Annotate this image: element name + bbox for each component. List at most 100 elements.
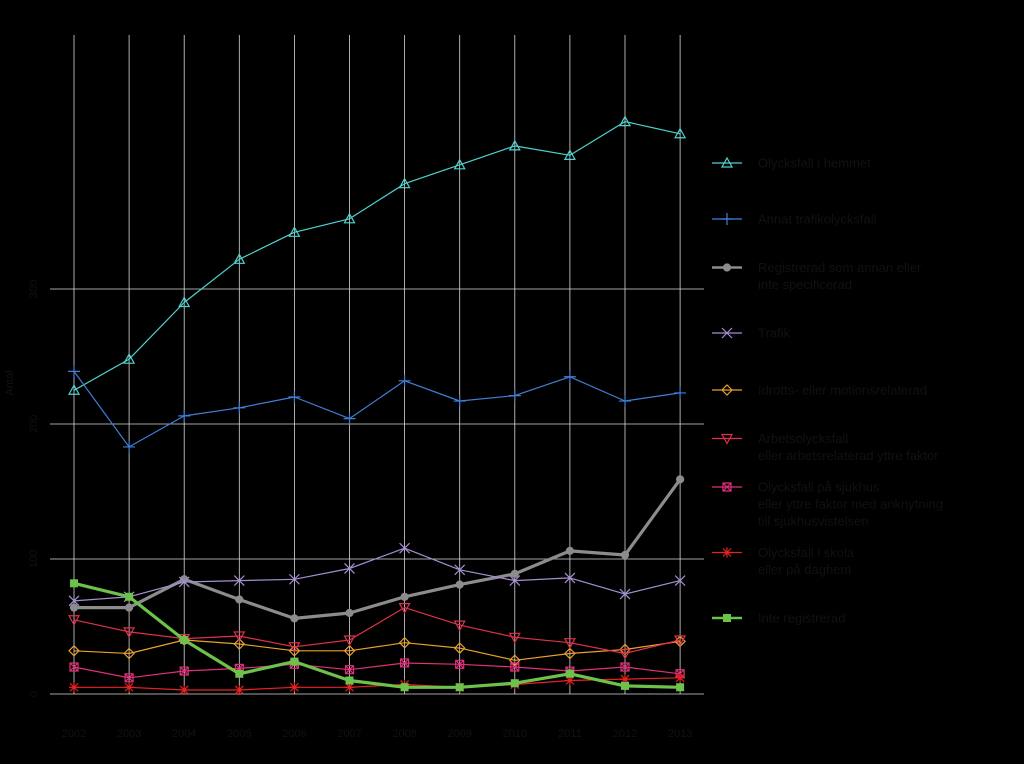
- data-point: [620, 662, 630, 672]
- data-point: [564, 572, 576, 584]
- data-point: [620, 674, 630, 685]
- data-point: [290, 614, 299, 623]
- data-point: [398, 602, 411, 614]
- series-trafik: [68, 542, 686, 607]
- data-point: [455, 580, 464, 589]
- legend-label: till sjukhusvistelsen: [758, 514, 869, 529]
- data-point: [123, 440, 136, 453]
- data-point: [674, 386, 687, 399]
- data-point: [676, 475, 685, 484]
- data-point: [398, 177, 411, 189]
- data-point: [453, 395, 466, 408]
- data-point: [455, 683, 464, 692]
- data-point: [674, 127, 687, 139]
- legend-label: Olycksfall i skola: [758, 545, 855, 560]
- data-point: [510, 662, 520, 672]
- data-point: [67, 384, 81, 395]
- data-point: [400, 658, 410, 668]
- data-point: [179, 684, 190, 695]
- data-point: [453, 158, 466, 170]
- data-point: [619, 588, 631, 600]
- data-point: [68, 365, 80, 378]
- data-point: [343, 412, 356, 425]
- legend-swatch-marker: [722, 263, 732, 272]
- legend-entry: Idrotts- eller motionsrelaterad: [712, 383, 927, 398]
- x-tick-label: 2008: [392, 728, 416, 740]
- data-point: [619, 395, 631, 408]
- data-point: [180, 575, 189, 584]
- x-tick-label: 2004: [172, 728, 196, 740]
- legend-entry: Olycksfall i hemmet: [712, 156, 871, 171]
- x-tick-label: 2005: [227, 728, 251, 740]
- legend-entry: Trafik: [712, 326, 791, 341]
- data-point: [399, 542, 411, 554]
- legend-label: Trafik: [758, 326, 791, 341]
- data-point: [510, 569, 519, 578]
- x-tick-label: 2009: [447, 728, 471, 740]
- data-point: [563, 370, 576, 383]
- series-line: [73, 547, 681, 602]
- series-annat-trafikolycksfall: [68, 365, 687, 453]
- legend-label: Annat trafikolycksfall: [758, 212, 877, 227]
- data-point: [400, 592, 409, 601]
- series-line: [73, 606, 681, 655]
- data-point: [289, 682, 300, 693]
- data-point: [233, 575, 245, 587]
- legend-swatch-marker: [722, 547, 732, 558]
- data-point: [675, 672, 686, 683]
- series-line: [73, 120, 681, 391]
- legend-label: Idrotts- eller motionsrelaterad: [758, 383, 927, 398]
- legend-label: eller yttre faktor med anknytning: [758, 497, 943, 512]
- data-point: [70, 579, 78, 588]
- data-point: [563, 638, 576, 649]
- data-point: [618, 115, 632, 127]
- data-point: [453, 620, 466, 632]
- data-point: [178, 576, 190, 588]
- data-point: [343, 635, 356, 647]
- x-tick-label: 2006: [282, 728, 306, 740]
- x-tick-label: 2013: [668, 728, 692, 740]
- data-point: [454, 564, 466, 576]
- data-point: [344, 665, 355, 675]
- data-point: [123, 627, 136, 639]
- y-tick-label: 300: [28, 280, 40, 298]
- data-point: [178, 296, 191, 308]
- data-point: [233, 638, 246, 650]
- series-line: [73, 581, 681, 689]
- data-point: [564, 647, 576, 660]
- data-point: [180, 636, 189, 644]
- legend-label: Olycksfall på sjukhus: [758, 480, 880, 495]
- data-point: [400, 683, 409, 692]
- data-point: [508, 654, 521, 667]
- data-point: [345, 608, 354, 618]
- data-point: [565, 669, 574, 678]
- data-point: [288, 226, 301, 237]
- data-point: [398, 374, 411, 387]
- axes: 2002 2003 2004 2005 2006 2007 2008 2009 2010 2011…: [4, 280, 692, 740]
- x-tick-label: 2002: [62, 728, 86, 740]
- series-arbetsolycksfall-eller-arbetsrelaterad-yttre-faktor: [67, 602, 687, 660]
- data-point: [67, 615, 81, 626]
- data-point: [344, 682, 355, 693]
- x-tick-label: 2012: [613, 728, 637, 740]
- legend-swatch-marker: [723, 614, 731, 622]
- series-line: [74, 677, 681, 691]
- data-point: [288, 644, 301, 657]
- data-point: [563, 149, 576, 160]
- legend-label: Inte registrerad: [758, 611, 845, 626]
- x-tick-label: 2003: [117, 728, 141, 740]
- legend-swatch-marker: [721, 384, 733, 396]
- data-point: [674, 635, 687, 647]
- legend-swatch-marker: [721, 327, 733, 339]
- legend-label: Arbetsolycksfall: [758, 431, 848, 446]
- data-point: [509, 575, 521, 587]
- legend-swatch-marker: [721, 213, 733, 225]
- legend-swatch-marker: [720, 433, 734, 445]
- legend-entry: Registrerad som annan eller inte specific…: [712, 260, 922, 292]
- data-point: [288, 642, 301, 653]
- legend-entry: Olycksfall på sjukhus eller yttre faktor …: [712, 480, 943, 529]
- y-tick-label: 0: [28, 691, 40, 697]
- x-tick-label: 2011: [558, 728, 582, 740]
- data-point: [344, 563, 355, 574]
